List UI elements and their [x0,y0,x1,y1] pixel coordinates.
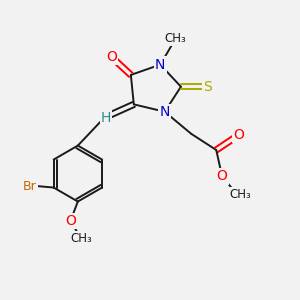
Text: H: H [100,111,111,124]
Text: N: N [160,105,170,119]
Text: CH₃: CH₃ [229,188,251,201]
Text: N: N [155,58,166,72]
Text: O: O [65,214,76,228]
Text: CH₃: CH₃ [164,32,186,45]
Text: O: O [106,50,117,64]
Text: Br: Br [23,180,37,193]
Text: CH₃: CH₃ [70,232,92,245]
Text: O: O [233,128,244,142]
Text: S: S [203,80,212,94]
Text: O: O [217,169,228,184]
